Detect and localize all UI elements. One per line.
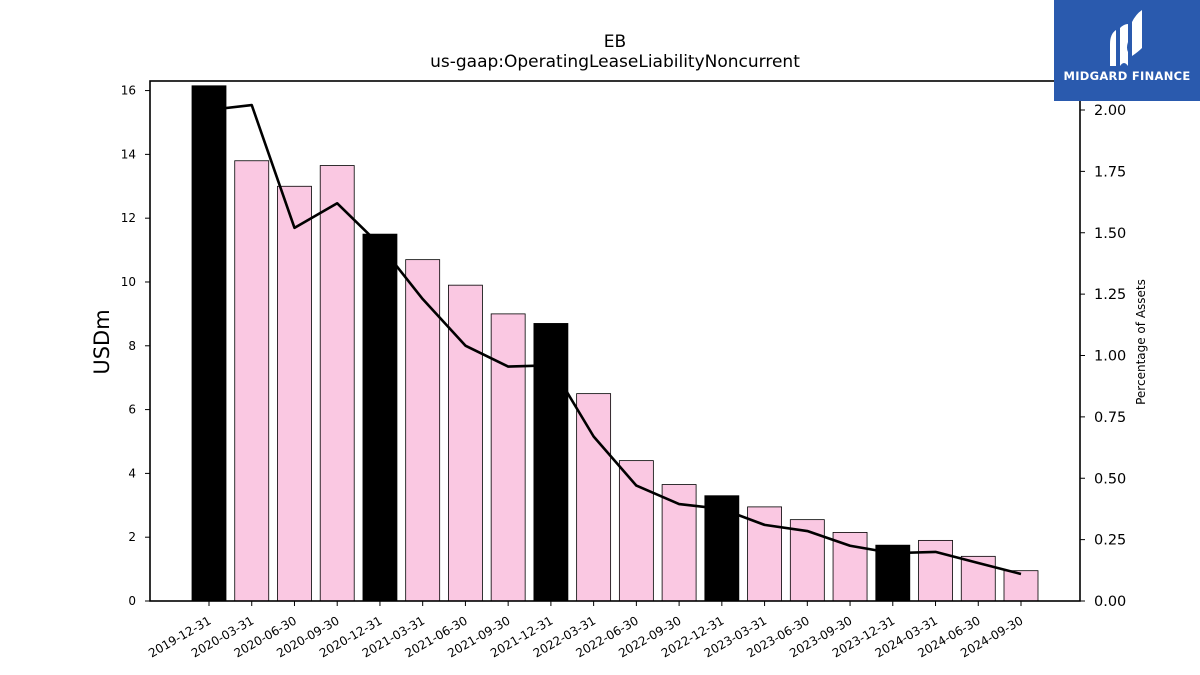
bar	[533, 323, 569, 602]
bar	[234, 160, 270, 602]
y-tick-label: 8	[128, 339, 136, 353]
y2-tick-label: 1.00	[1094, 349, 1126, 365]
bar	[704, 495, 740, 602]
y2-tick-label: 1.75	[1094, 164, 1126, 180]
logo-text: MIDGARD FINANCE	[1063, 69, 1191, 83]
bar	[576, 393, 612, 602]
bar	[832, 532, 868, 602]
y2-tick-label: 0.75	[1094, 410, 1126, 426]
bar	[448, 284, 483, 602]
y2-tick-label: 0.00	[1094, 594, 1126, 610]
y2-tick-label: 0.50	[1094, 471, 1126, 487]
y-tick-label: 2	[128, 530, 136, 544]
y-tick-label: 4	[128, 466, 136, 480]
chart-title: EB	[603, 32, 627, 52]
bar	[1003, 570, 1039, 602]
y2-tick-label: 2.00	[1094, 103, 1126, 119]
bar	[618, 460, 654, 602]
chart-subtitle: us-gaap:OperatingLeaseLiabilityNoncurren…	[430, 52, 800, 72]
bar	[789, 519, 825, 602]
y-tick-label: 14	[121, 147, 136, 161]
bar	[362, 233, 398, 602]
y-tick-label: 10	[121, 275, 136, 289]
line-series	[208, 103, 1022, 576]
bar	[405, 259, 441, 602]
bar	[661, 484, 697, 602]
bar	[875, 544, 911, 602]
y-tick-label: 6	[128, 403, 136, 417]
y-tick-label: 12	[121, 211, 136, 225]
y2-tick-label: 1.50	[1094, 226, 1126, 242]
bar	[319, 165, 355, 602]
bar	[277, 185, 312, 602]
bar	[191, 85, 227, 602]
y-tick-label: 0	[128, 594, 136, 608]
y2-tick-label: 1.25	[1094, 287, 1126, 303]
brand-logo: MIDGARD FINANCE	[1054, 0, 1200, 101]
y-tick-label: 16	[121, 84, 136, 98]
logo-mark-icon	[1110, 10, 1142, 66]
y2-tick-label: 0.25	[1094, 533, 1126, 549]
bar	[490, 313, 526, 602]
bar	[918, 539, 953, 602]
plot-frame	[149, 80, 1081, 602]
